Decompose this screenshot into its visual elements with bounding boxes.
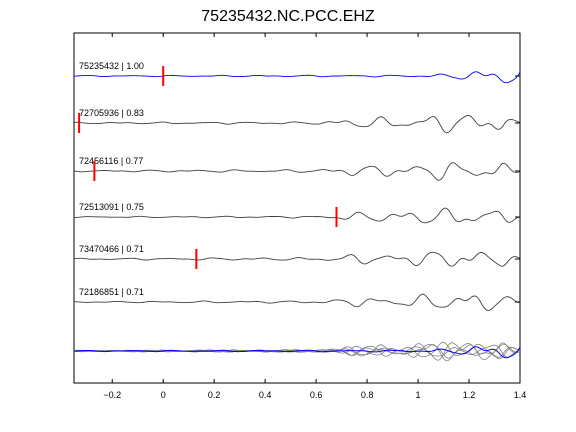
x-tick-label: 0.2 [208,390,221,400]
x-tick-label: 0.4 [259,390,272,400]
plot-area [73,32,521,384]
trace-line [73,162,521,181]
x-tick-label: −0.2 [103,390,121,400]
x-tick-label: 0.8 [361,390,374,400]
trace-line [73,293,520,311]
trace-line [73,71,521,84]
trace-label: 72705936 | 0.83 [79,108,144,118]
x-tick-label: 0 [161,390,166,400]
pick-markers [78,66,338,269]
x-tick-label: 1 [416,390,421,400]
x-tick-label: 0.6 [310,390,323,400]
x-axis: −0.2 0 0.2 0.4 0.6 0.8 1 1.2 1.4 [103,33,526,400]
trace-label: 72186851 | 0.71 [79,287,144,297]
x-tick-label: 1.4 [514,390,527,400]
stack-master-line [73,346,521,359]
trace-line [73,115,521,134]
chart-title: 75235432.NC.PCC.EHZ [201,8,375,25]
trace-line [73,251,521,267]
trace-label: 75235432 | 1.00 [79,61,144,71]
trace-line [73,207,521,224]
trace-label: 73470466 | 0.71 [79,244,144,254]
traces-layer [73,71,521,362]
x-tick-label: 1.2 [463,390,476,400]
trace-label: 72513091 | 0.75 [79,202,144,212]
trace-labels: 75235432 | 1.00 72705936 | 0.83 72456116 |… [79,61,144,297]
trace-label: 72456116 | 0.77 [79,156,143,166]
